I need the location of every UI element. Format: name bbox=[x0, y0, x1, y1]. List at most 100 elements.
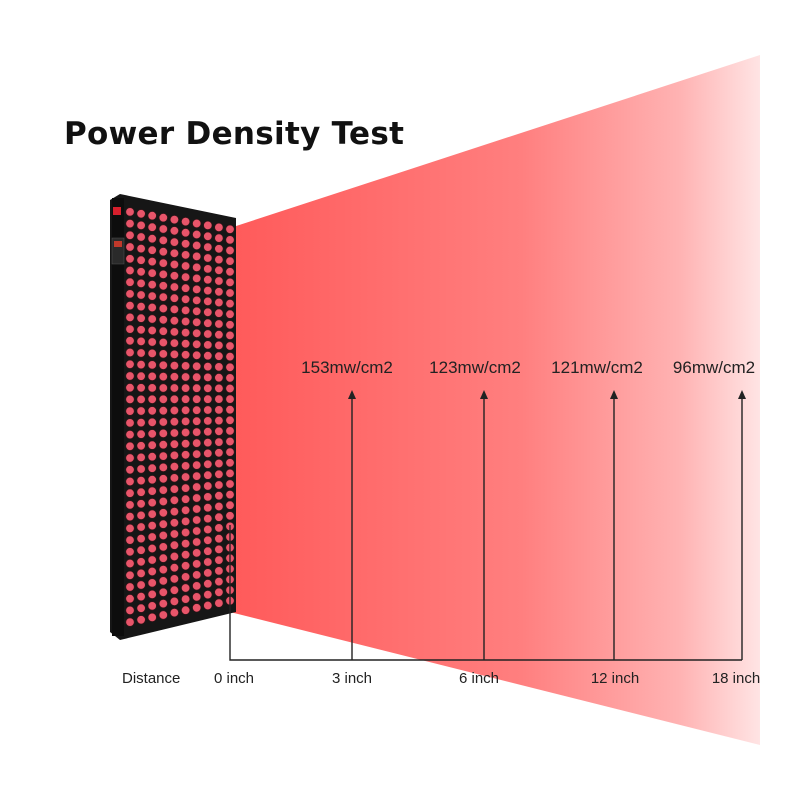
led-bulb bbox=[225, 405, 235, 415]
led-bulb bbox=[158, 360, 168, 370]
led-bulb bbox=[169, 450, 179, 460]
led-bulb bbox=[147, 509, 157, 519]
led-bulb bbox=[158, 269, 168, 279]
led-bulb bbox=[181, 427, 191, 437]
led-bulb bbox=[125, 617, 135, 627]
led-bulb bbox=[203, 503, 213, 513]
led-bulb bbox=[192, 350, 202, 360]
led-bulb bbox=[214, 598, 224, 608]
led-bulb bbox=[169, 237, 179, 247]
led-bulb bbox=[214, 577, 224, 587]
arrow-up-icon bbox=[348, 390, 356, 399]
led-bulb bbox=[125, 570, 135, 580]
led-bulb bbox=[181, 561, 191, 571]
led-bulb bbox=[181, 305, 191, 315]
led-bulb bbox=[136, 510, 146, 520]
power-reading-18-inch: 96mw/cm2 bbox=[673, 358, 755, 377]
led-bulb bbox=[192, 427, 202, 437]
led-bulb bbox=[125, 242, 135, 252]
led-bulb bbox=[147, 566, 157, 576]
led-bulb bbox=[169, 338, 179, 348]
led-bulb bbox=[203, 470, 213, 480]
led-bulb bbox=[214, 255, 224, 265]
led-bulb bbox=[225, 436, 235, 446]
led-bulb bbox=[181, 261, 191, 271]
led-bulb bbox=[214, 523, 224, 533]
led-bulb bbox=[169, 551, 179, 561]
led-bulb bbox=[192, 449, 202, 459]
led-bulb bbox=[125, 465, 135, 475]
led-bulb bbox=[125, 512, 135, 522]
led-bulb bbox=[136, 418, 146, 428]
led-bulb bbox=[136, 220, 146, 230]
led-bulb bbox=[125, 219, 135, 229]
led-bulb bbox=[158, 474, 168, 484]
led-bulb bbox=[125, 500, 135, 510]
baseline-0-3 bbox=[229, 525, 352, 661]
led-bulb bbox=[147, 257, 157, 267]
led-bulb bbox=[203, 514, 213, 524]
led-bulb bbox=[225, 267, 235, 277]
led-bulb bbox=[181, 228, 191, 238]
led-bulb bbox=[125, 406, 135, 416]
led-bulb bbox=[225, 330, 235, 340]
led-bulb bbox=[192, 493, 202, 503]
light-beam bbox=[230, 55, 760, 745]
led-bulb bbox=[169, 473, 179, 483]
led-bulb bbox=[203, 557, 213, 567]
led-bulb bbox=[203, 405, 213, 415]
led-bulb bbox=[136, 429, 146, 439]
led-bulb bbox=[203, 231, 213, 241]
led-bulb bbox=[158, 417, 168, 427]
led-bulb bbox=[192, 592, 202, 602]
led-bulb bbox=[147, 440, 157, 450]
led-bulb bbox=[136, 406, 146, 416]
led-bulb bbox=[225, 394, 235, 404]
led-bulb bbox=[169, 383, 179, 393]
led-bulb bbox=[192, 262, 202, 272]
led-bulb bbox=[169, 574, 179, 584]
led-bulb bbox=[203, 372, 213, 382]
led-bulb bbox=[169, 282, 179, 292]
led-bulb bbox=[136, 499, 146, 509]
measurement-lines bbox=[229, 396, 743, 661]
led-bulb bbox=[158, 587, 168, 597]
distance-label-18-inch: 18 inch bbox=[712, 670, 760, 687]
led-bulb bbox=[136, 255, 146, 265]
led-bulb bbox=[169, 484, 179, 494]
led-bulb bbox=[214, 469, 224, 479]
led-bulb bbox=[147, 291, 157, 301]
led-bulb bbox=[136, 487, 146, 497]
led-bulb bbox=[214, 512, 224, 522]
led-bulb bbox=[125, 207, 135, 217]
led-bulb bbox=[225, 352, 235, 362]
led-bulb bbox=[214, 297, 224, 307]
led-bulb bbox=[158, 349, 168, 359]
led-bulb bbox=[147, 463, 157, 473]
led-bulb bbox=[147, 429, 157, 439]
led-bulb bbox=[158, 610, 168, 620]
led-bulb bbox=[181, 394, 191, 404]
led-bulb bbox=[136, 290, 146, 300]
led-bulb bbox=[158, 542, 168, 552]
led-bulb bbox=[125, 418, 135, 428]
led-bulb bbox=[214, 373, 224, 383]
led-bulb bbox=[136, 244, 146, 254]
led-bulb bbox=[203, 459, 213, 469]
led-bulb bbox=[147, 234, 157, 244]
led-bulb bbox=[136, 325, 146, 335]
led-bulb bbox=[169, 293, 179, 303]
led-bulb bbox=[158, 599, 168, 609]
led-bulb bbox=[225, 479, 235, 489]
led-bulb bbox=[169, 372, 179, 382]
led-bulb bbox=[158, 496, 168, 506]
led-bulb bbox=[147, 337, 157, 347]
arrow-up-icon bbox=[738, 390, 746, 399]
led-bulb bbox=[192, 603, 202, 613]
led-bulb bbox=[169, 248, 179, 258]
led-bulb bbox=[181, 294, 191, 304]
led-bulb bbox=[158, 553, 168, 563]
led-bulb bbox=[136, 603, 146, 613]
led-bulb bbox=[181, 450, 191, 460]
